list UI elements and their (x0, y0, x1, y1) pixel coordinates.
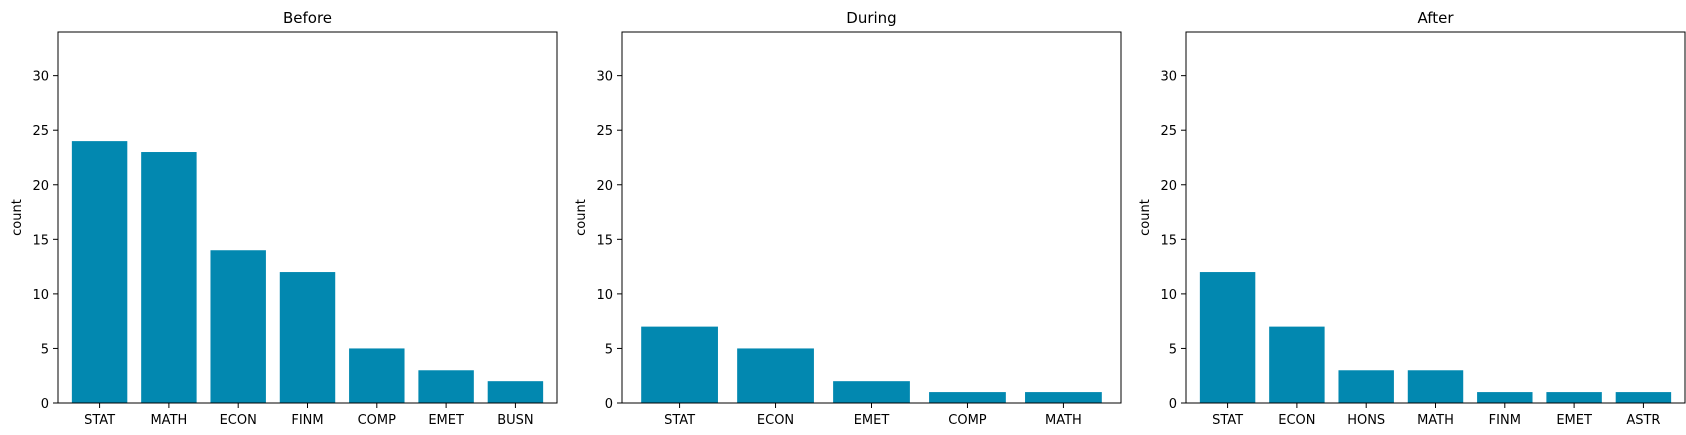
y-tick-label: 0 (1169, 397, 1177, 412)
y-tick-label: 30 (1160, 70, 1177, 85)
bar-econ (210, 250, 266, 403)
bar-stat (641, 326, 718, 403)
x-tick-label: FINM (1489, 413, 1521, 428)
y-tick-label: 25 (596, 124, 613, 139)
y-tick-label: 25 (32, 124, 49, 139)
y-tick-label: 15 (1160, 233, 1177, 248)
bar-emet (418, 370, 474, 403)
y-tick-label: 15 (32, 233, 49, 248)
bar-emet (833, 381, 910, 403)
bar-stat (71, 141, 128, 403)
bar-econ (737, 348, 814, 403)
y-tick-label: 15 (596, 233, 613, 248)
x-tick-label: MATH (1045, 413, 1082, 428)
y-axis-label: count (574, 199, 589, 236)
bar-busn (487, 381, 544, 403)
bar-emet (1546, 392, 1602, 403)
y-tick-label: 5 (1169, 342, 1177, 357)
y-tick-label: 20 (596, 179, 613, 194)
x-tick-label: HONS (1347, 413, 1385, 428)
y-tick-label: 10 (1160, 288, 1177, 303)
x-tick-label: EMET (428, 413, 464, 428)
bar-comp (349, 348, 405, 403)
bar-math (1407, 370, 1464, 403)
bar-finm (1477, 392, 1533, 403)
y-tick-label: 0 (41, 397, 49, 412)
y-tick-label: 5 (41, 342, 49, 357)
chart-title: During (846, 9, 896, 27)
bar-stat (1199, 272, 1256, 403)
x-tick-label: STAT (1212, 413, 1243, 428)
y-tick-label: 20 (1160, 179, 1177, 194)
y-tick-label: 20 (32, 179, 49, 194)
x-tick-label: ASTR (1626, 413, 1660, 428)
x-tick-label: EMET (854, 413, 890, 428)
y-axis-label: count (10, 199, 25, 236)
chart-title: After (1417, 9, 1454, 27)
bar-hons (1338, 370, 1394, 403)
x-tick-label: ECON (757, 413, 794, 428)
x-tick-label: ECON (1278, 413, 1315, 428)
x-tick-label: BUSN (497, 413, 533, 428)
x-tick-label: COMP (358, 413, 397, 428)
bar-finm (279, 272, 336, 403)
x-tick-label: ECON (220, 413, 257, 428)
bar-astr (1615, 392, 1672, 403)
y-tick-label: 10 (32, 288, 49, 303)
y-tick-label: 30 (596, 70, 613, 85)
y-tick-label: 30 (32, 70, 49, 85)
x-tick-label: STAT (664, 413, 695, 428)
bar-econ (1269, 326, 1325, 403)
chart-panel-after: 0 5 10 15 20 25 30 STAT ECON HONS MATH FINM EMET ASTR… (1138, 9, 1686, 428)
x-tick-label: COMP (948, 413, 987, 428)
chart-title: Before (283, 9, 332, 27)
x-tick-label: STAT (84, 413, 115, 428)
x-tick-label: FINM (291, 413, 323, 428)
bar-math (1025, 392, 1102, 403)
x-tick-label: MATH (150, 413, 187, 428)
bar-comp (929, 392, 1006, 403)
x-tick-label: MATH (1417, 413, 1454, 428)
chart-panel-before: 0 5 10 15 20 25 30 STAT MATH ECON FINM COMP EMET BUSN… (10, 9, 558, 428)
x-tick-label: EMET (1556, 413, 1592, 428)
y-tick-label: 5 (605, 342, 613, 357)
y-tick-label: 25 (1160, 124, 1177, 139)
chart-panel-during: 0 5 10 15 20 25 30 STAT ECON EMET COMP MATH During co… (574, 9, 1122, 428)
y-tick-label: 0 (605, 397, 613, 412)
axes-frame (1185, 31, 1686, 404)
y-tick-label: 10 (596, 288, 613, 303)
y-axis-label: count (1138, 199, 1153, 236)
bar-math (141, 152, 197, 403)
